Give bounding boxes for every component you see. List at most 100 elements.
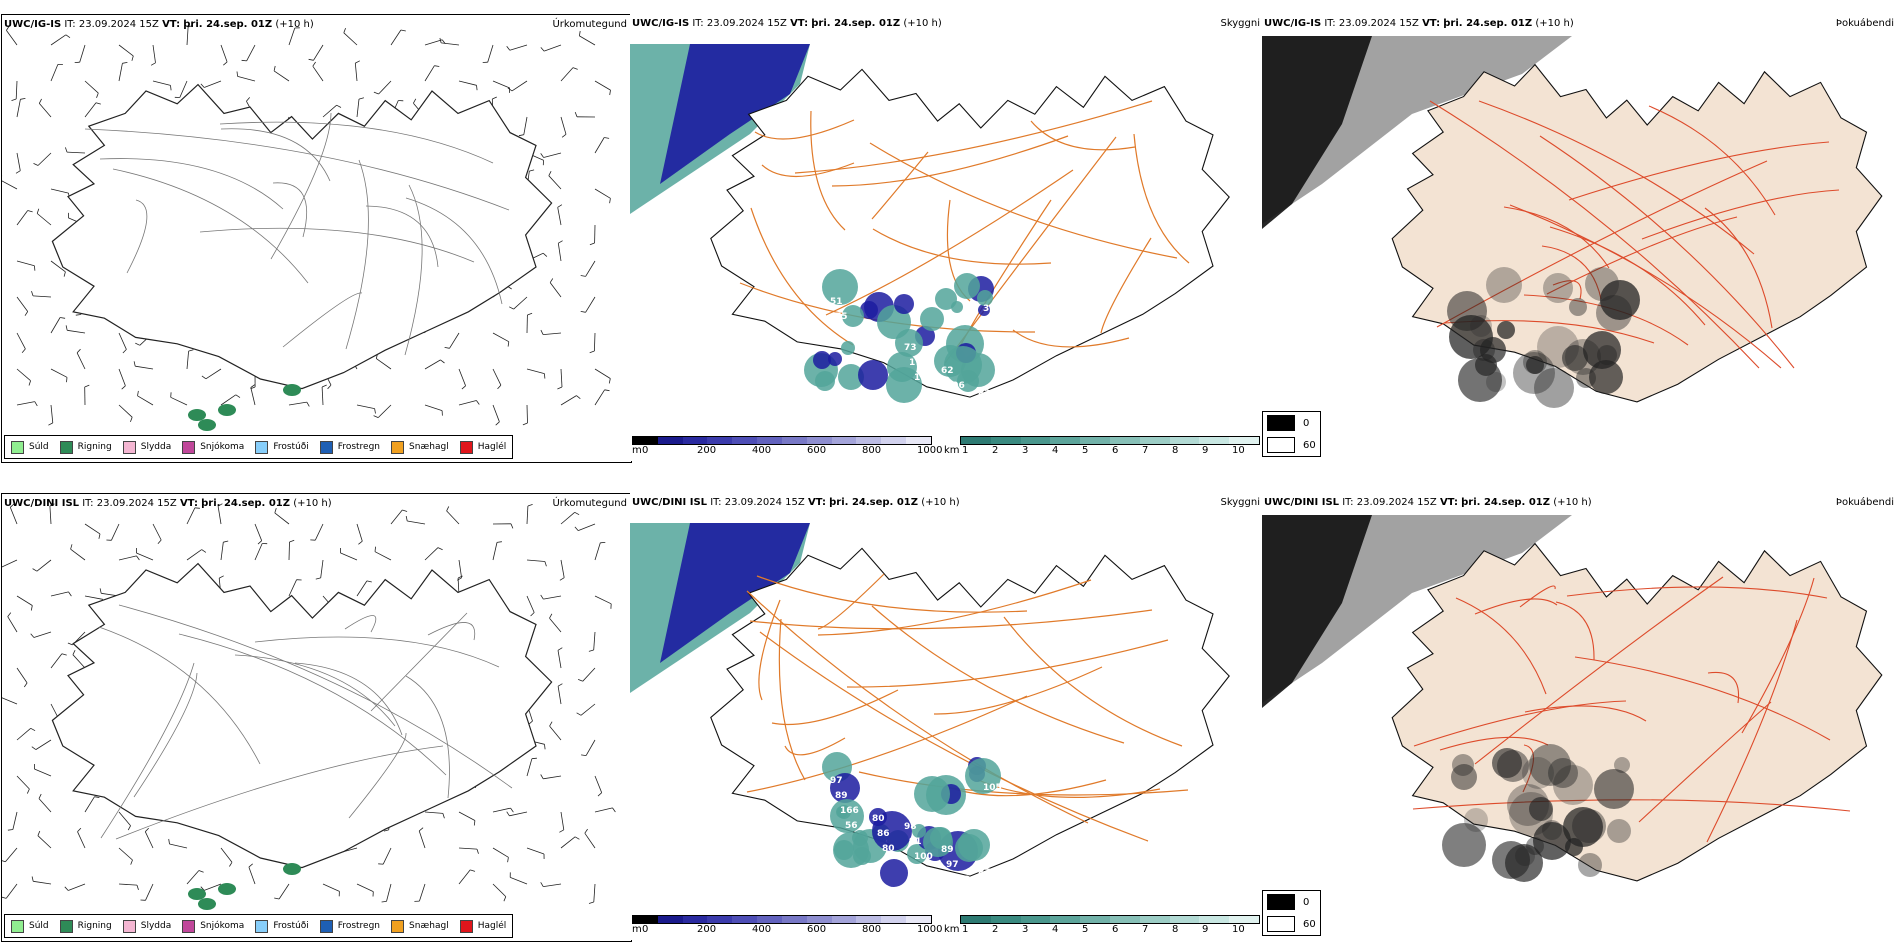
coastline (51, 83, 553, 390)
visibility-value: 17 (914, 373, 927, 383)
roads (746, 573, 1189, 842)
panel-header: UWC/DINI ISL IT: 23.09.2024 15Z VT: þri.… (4, 498, 332, 509)
visibility-value: 91 (909, 837, 922, 847)
fog-area (1447, 267, 1640, 408)
legend-item: Haglél (459, 440, 506, 454)
legend-swatch (59, 919, 73, 933)
visibility-value: 89 (941, 845, 954, 855)
panel-corner-label: Skyggni (1220, 497, 1260, 508)
fog-map-row1 (1262, 14, 1898, 461)
fog-legend-item: 0 (1263, 891, 1320, 913)
visibility-value: 82 (978, 389, 991, 399)
legend-label: Súld (29, 442, 49, 452)
panel-title: Þokuábendi (1835, 18, 1894, 29)
visibility-value: 56 (845, 821, 858, 831)
visibility-value: 94 (867, 799, 880, 809)
visibility-value: 80 (882, 844, 895, 854)
precip-areas (188, 863, 301, 910)
fog-legend-label: 60 (1303, 918, 1316, 930)
visibility-km-scale (960, 915, 1260, 924)
legend-item: Frostúði (255, 440, 309, 454)
visibility-value: 105 (983, 783, 1002, 793)
scale-tick-label: 3 (1022, 445, 1029, 456)
scale-tick-label: 800 (862, 924, 882, 935)
visibility-map-row2: 9794988987898091971051668610029811756804… (630, 493, 1260, 940)
km-scale-bar (960, 915, 1260, 924)
legend-item: Rigning (59, 440, 112, 454)
precip-areas (188, 384, 301, 431)
fog-legend-swatch (1267, 894, 1295, 910)
scale-tick-label: 4 (1052, 445, 1059, 456)
visibility-km-scale (960, 436, 1260, 445)
precip-legend: Súld Rigning Slydda Snjókoma Frostúði Frostre… (4, 914, 514, 938)
visibility-value: 166 (840, 806, 859, 816)
fog-legend-item: 60 (1263, 434, 1320, 456)
visibility-value: 117 (988, 798, 1007, 808)
scale-tick-label: 0 (642, 924, 649, 935)
panel-header: UWC/DINI ISL IT: 23.09.2024 15Z VT: þri.… (632, 497, 960, 508)
panel-title: Úrkomutegund (552, 19, 627, 30)
legend-swatch (122, 440, 136, 454)
visibility-value: 87 (978, 868, 991, 878)
legend-label: Frostúði (273, 921, 309, 931)
fog-map-row2 (1262, 493, 1898, 940)
visibility-value: 58 (877, 350, 890, 360)
legend-item: Súld (11, 919, 49, 933)
legend-swatch (319, 440, 333, 454)
legend-item: Snjókoma (182, 440, 244, 454)
visibility-value: 64 (840, 327, 853, 337)
height-scale (632, 436, 932, 445)
fog-legend-swatch (1267, 437, 1295, 453)
coastline (1391, 63, 1883, 403)
roads (84, 112, 510, 356)
visibility-value: 45 (919, 867, 932, 877)
scale-tick-label: 2 (992, 445, 999, 456)
legend-label: Snæhagl (409, 921, 449, 931)
legend-label: Frostregn (337, 921, 381, 931)
legend-swatch (11, 440, 24, 454)
scale-tick-label: 200 (697, 924, 717, 935)
roads (739, 100, 1190, 364)
fog-area (1442, 744, 1634, 882)
visibility-value: 100 (914, 852, 933, 862)
legend-item: Súld (11, 440, 49, 454)
scale-tick-label: 10 (1232, 924, 1245, 935)
legend-label: Súld (29, 921, 49, 931)
visibility-value: 73 (904, 343, 917, 353)
scale-tick-label: 1 (962, 924, 969, 935)
legend-swatch (459, 440, 473, 454)
scale-tick-label: 5 (1082, 445, 1089, 456)
legend-swatch (182, 919, 196, 933)
legend-swatch (182, 440, 196, 454)
visibility-panel-row2: 97 94 98 89 87 89 80 91 97 105 166 86 100 298 117 56 80 4… (630, 493, 1260, 940)
precip-type-panel-row2: UWC/DINI ISL IT: 23.09.2024 15Z VT: þri.… (1, 493, 632, 942)
scale-tick-label: 6 (1112, 445, 1119, 456)
scale-tick-label: 9 (1202, 445, 1209, 456)
precip-legend: Súld Rigning Slydda Snjókoma Frostúði Frostre… (4, 435, 514, 459)
scale-tick-label: 200 (697, 445, 717, 456)
panel-title: Þokuábendi (1835, 497, 1894, 508)
legend-swatch (391, 919, 405, 933)
visibility-value: 97 (946, 860, 959, 870)
scale-tick-label: 8 (1172, 924, 1179, 935)
fog-legend-swatch (1267, 916, 1295, 932)
legend-swatch (122, 919, 136, 933)
legend-item: Slydda (122, 919, 171, 933)
legend-item: Snjókoma (182, 919, 245, 933)
panel-corner-label: Skyggni (1220, 18, 1260, 29)
scale-tick-label: 800 (862, 445, 882, 456)
legend-swatch (459, 919, 473, 933)
fog-legend: 0 60 (1262, 890, 1321, 936)
scale-tick-label: 9 (1202, 924, 1209, 935)
legend-item: Rigning (59, 919, 112, 933)
legend-swatch (391, 440, 405, 454)
visibility-value: 333 (983, 304, 1002, 314)
visibility-value: 75 (835, 312, 848, 322)
fog-panel-row2: UWC/DINI ISL IT: 23.09.2024 15Z VT: þri.… (1262, 493, 1898, 940)
scale-tick-label: 1000 (917, 445, 943, 456)
legend-label: Snjókoma (200, 921, 245, 931)
visibility-value: 98 (904, 822, 917, 832)
legend-item: Frostregn (319, 919, 381, 933)
roads (1429, 100, 1840, 369)
low-visibility-area (804, 269, 995, 403)
